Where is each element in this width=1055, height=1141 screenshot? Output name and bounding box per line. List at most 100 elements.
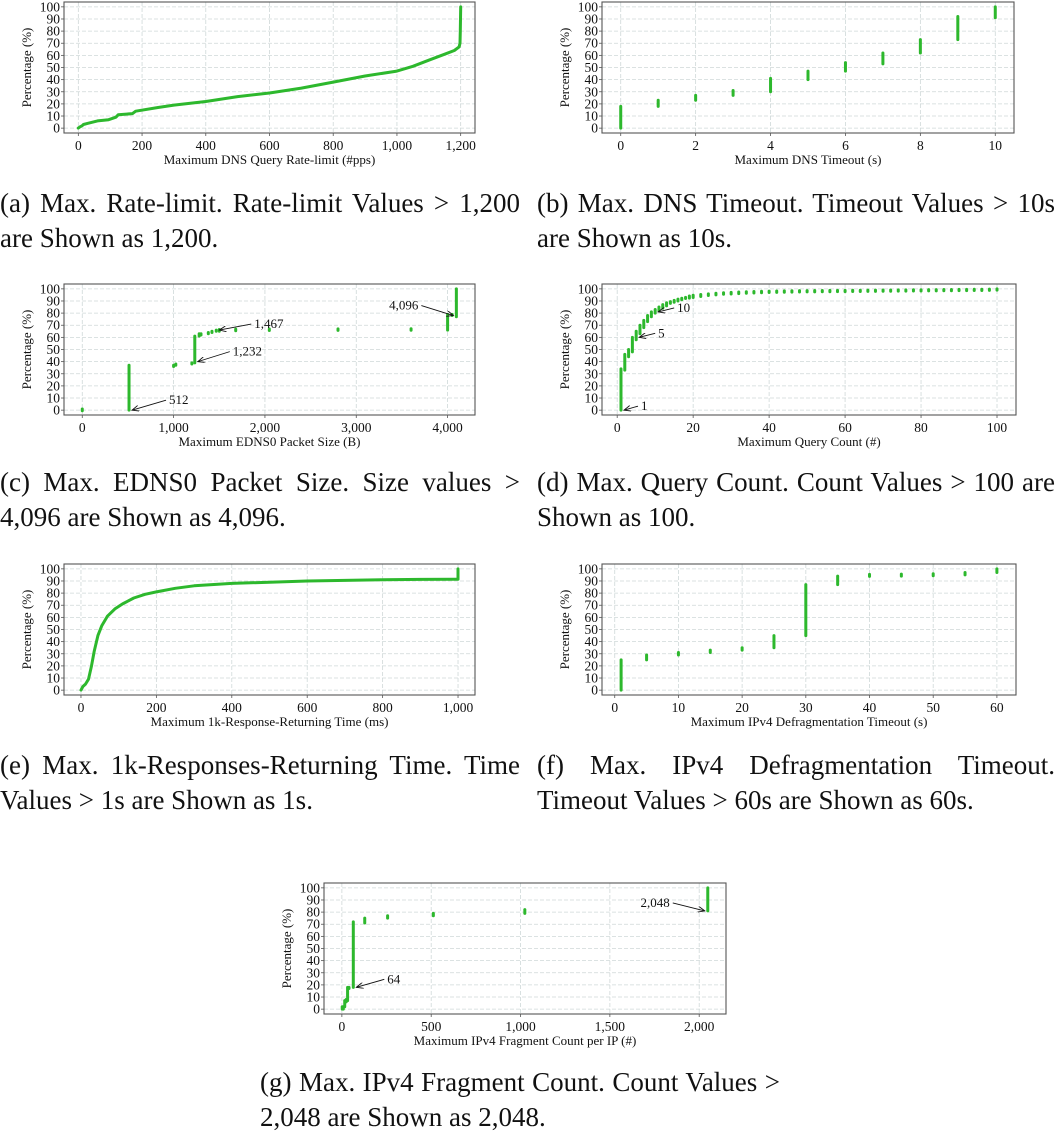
- y-tick-label: 90: [47, 573, 61, 588]
- y-tick-label: 10: [47, 109, 61, 124]
- y-tick-label: 80: [47, 586, 61, 601]
- x-tick-label: 0: [78, 700, 85, 715]
- annotation-arrow: [639, 333, 656, 337]
- annotation-arrow: [356, 978, 385, 987]
- x-tick-label: 2: [692, 138, 699, 153]
- y-tick-label: 30: [585, 366, 599, 381]
- annotation-arrow: [672, 902, 705, 911]
- annotation-arrow: [198, 351, 230, 362]
- y-tick-label: 60: [585, 48, 599, 63]
- y-tick-label: 0: [591, 683, 598, 698]
- y-tick-label: 30: [585, 84, 599, 99]
- y-tick-label: 50: [47, 60, 61, 75]
- y-tick-label: 60: [47, 48, 61, 63]
- x-tick-label: 1,500: [595, 1019, 626, 1034]
- x-tick-label: 800: [372, 700, 393, 715]
- y-tick-label: 90: [47, 293, 61, 308]
- y-tick-label: 0: [591, 403, 598, 418]
- series-line: [79, 567, 460, 692]
- y-tick-label: 100: [40, 0, 61, 14]
- y-tick-label: 90: [307, 892, 321, 907]
- y-tick-label: 0: [53, 683, 60, 698]
- caption-d: (d) Max. Query Count. Count Values > 100…: [537, 467, 1055, 532]
- chart-panel-g: 0 10 20 30 40 50 60 70 80 90 100 0 500 1,000 1,500 2,00…: [260, 876, 740, 1051]
- x-tick-label: 1,200: [445, 138, 476, 153]
- y-tick-label: 60: [47, 610, 61, 625]
- caption-a: (a) Max. Rate-limit. Rate-limit Values >…: [0, 188, 520, 253]
- chart-panel-d: 0 10 20 30 40 50 60 70 80 90 100 0 20 40 60 80 100 Maximu…: [530, 273, 1020, 453]
- annotation-arrow: [219, 323, 252, 330]
- y-tick-label: 90: [585, 573, 599, 588]
- y-tick-label: 20: [585, 96, 599, 111]
- x-tick-label: 20: [686, 420, 700, 435]
- y-tick-label: 40: [585, 634, 599, 649]
- y-tick-label: 100: [300, 880, 321, 895]
- y-tick-label: 50: [47, 622, 61, 637]
- y-tick-label: 80: [585, 306, 599, 321]
- x-tick-label: 8: [917, 138, 924, 153]
- y-tick-label: 20: [307, 977, 321, 992]
- y-tick-label: 30: [307, 965, 321, 980]
- x-tick-label: 20: [735, 700, 749, 715]
- y-tick-label: 40: [307, 953, 321, 968]
- y-tick-label: 60: [585, 330, 599, 345]
- x-tick-label: 0: [338, 1019, 345, 1034]
- y-tick-label: 10: [307, 990, 321, 1005]
- y-tick-label: 20: [47, 96, 61, 111]
- x-tick-label: 0: [617, 138, 624, 153]
- y-axis-label: Percentage (%): [19, 28, 34, 108]
- y-tick-label: 40: [585, 354, 599, 369]
- x-tick-label: 0: [614, 420, 621, 435]
- y-tick-label: 70: [47, 598, 61, 613]
- y-tick-label: 100: [40, 281, 61, 296]
- y-tick-label: 40: [47, 354, 61, 369]
- y-tick-label: 90: [585, 293, 599, 308]
- caption-f: (f) Max. IPv4 Defragmentation Timeout. T…: [537, 750, 1055, 815]
- y-tick-label: 70: [585, 318, 599, 333]
- chart-panel-f: 0 10 20 30 40 50 60 70 80 90 100 0 10 20 30 40 50 60 Maxim…: [530, 555, 1020, 730]
- y-tick-label: 30: [47, 646, 61, 661]
- y-axis-label: Percentage (%): [557, 590, 572, 670]
- x-tick-label: 1,000: [505, 1019, 536, 1034]
- annotation-label: 1,232: [233, 344, 262, 359]
- annotation-label: 64: [387, 971, 401, 986]
- x-tick-label: 400: [196, 138, 217, 153]
- x-tick-label: 0: [75, 138, 82, 153]
- y-tick-label: 70: [307, 917, 321, 932]
- y-tick-label: 100: [578, 0, 599, 14]
- y-tick-label: 80: [585, 586, 599, 601]
- x-tick-label: 600: [259, 138, 280, 153]
- x-axis-label: Maximum DNS Query Rate-limit (#pps): [164, 152, 376, 167]
- x-tick-label: 6: [842, 138, 849, 153]
- chart-panel-a: 0 10 20 30 40 50 60 70 80 90 100 0 200 400 600 800 1,000…: [0, 0, 480, 168]
- annotation-label: 10: [677, 300, 690, 315]
- x-tick-label: 10: [989, 138, 1003, 153]
- x-tick-label: 4,000: [432, 420, 463, 435]
- annotation-label: 5: [658, 325, 665, 340]
- y-tick-label: 50: [307, 941, 321, 956]
- y-tick-label: 40: [585, 72, 599, 87]
- y-axis-label: Percentage (%): [19, 590, 34, 670]
- caption-c: (c) Max. EDNS0 Packet Size. Size values …: [0, 467, 520, 532]
- y-tick-label: 20: [585, 658, 599, 673]
- x-tick-label: 40: [863, 700, 877, 715]
- y-tick-label: 70: [585, 598, 599, 613]
- annotation-arrow: [624, 406, 639, 410]
- y-tick-label: 20: [585, 378, 599, 393]
- x-axis-label: Maximum 1k-Response-Returning Time (ms): [151, 714, 389, 729]
- x-tick-label: 500: [421, 1019, 442, 1034]
- y-tick-label: 50: [585, 342, 599, 357]
- x-tick-label: 60: [990, 700, 1004, 715]
- y-tick-label: 60: [47, 330, 61, 345]
- x-axis-label: Maximum DNS Timeout (s): [735, 152, 882, 167]
- x-tick-label: 2,000: [684, 1019, 715, 1034]
- y-tick-label: 10: [47, 391, 61, 406]
- x-tick-label: 10: [672, 700, 686, 715]
- y-tick-label: 40: [47, 72, 61, 87]
- y-tick-label: 10: [47, 671, 61, 686]
- x-tick-label: 60: [838, 420, 852, 435]
